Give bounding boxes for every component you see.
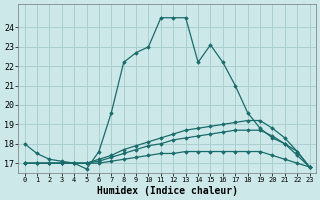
X-axis label: Humidex (Indice chaleur): Humidex (Indice chaleur) <box>97 186 237 196</box>
